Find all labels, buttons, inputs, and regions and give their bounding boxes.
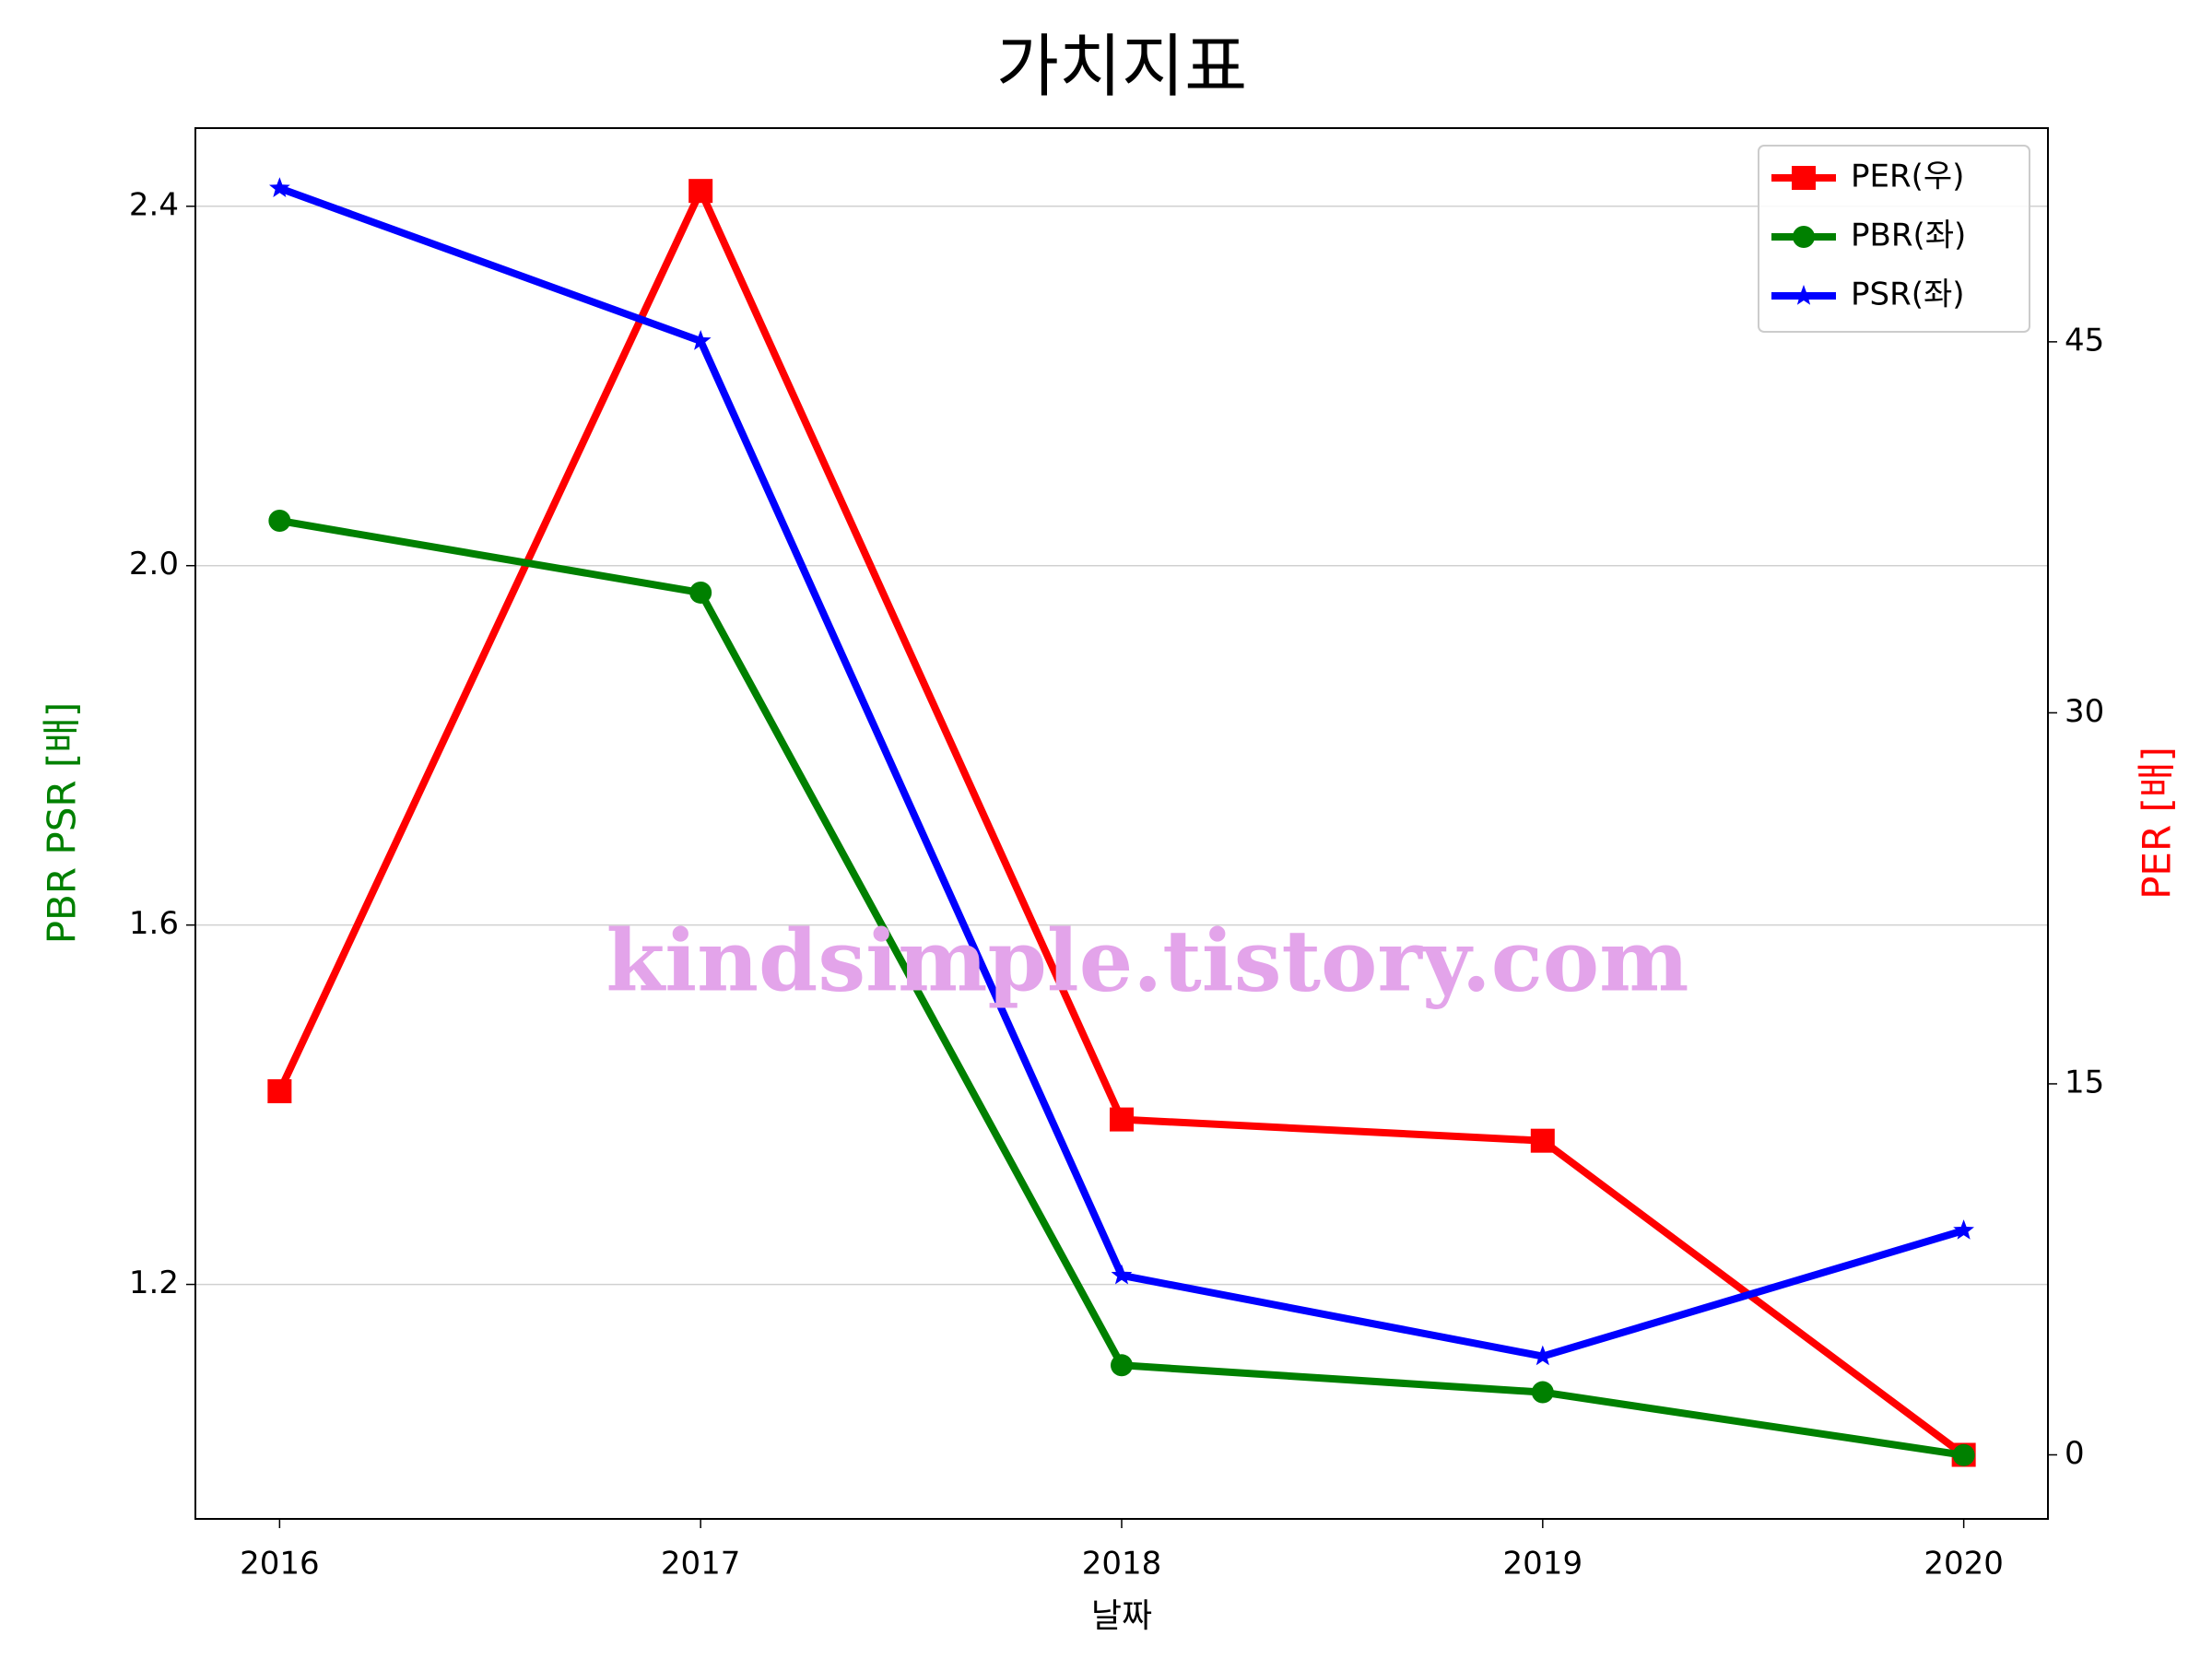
chart-title: 가치지표 [996,28,1247,107]
y2-axis-label: PER [배] [2135,747,2180,900]
legend-label: PER(우) [1851,159,1964,195]
y-axis-label: PBR PSR [배] [40,702,85,945]
y-tick-label: 2.0 [129,546,179,582]
marker [1953,1219,1974,1240]
legend-label: PBR(좌) [1851,218,1966,254]
x-tick-label: 2020 [1924,1546,2004,1583]
marker [1111,1264,1133,1285]
marker [688,179,713,204]
marker [1793,226,1815,248]
marker [267,1079,292,1104]
y2-tick-label: 30 [2065,693,2104,730]
marker [689,581,712,604]
x-tick-label: 2016 [240,1546,320,1583]
marker [689,330,712,350]
marker [1530,1128,1555,1153]
watermark: kindsimple.tistory.com [606,912,1688,1011]
y-tick-label: 1.2 [129,1265,179,1301]
marker [1952,1443,1975,1466]
marker [1531,1381,1554,1404]
legend-box [1758,145,2030,333]
marker [1111,1354,1133,1377]
marker [1792,166,1816,190]
x-tick-label: 2019 [1503,1546,1583,1583]
x-tick-label: 2017 [661,1546,741,1583]
marker [269,177,290,197]
y2-tick-label: 0 [2065,1435,2085,1472]
legend-label: PSR(좌) [1851,276,1965,313]
plot-frame [194,127,2049,1520]
y-tick-label: 1.6 [129,905,179,942]
x-tick-label: 2018 [1082,1546,1162,1583]
x-axis-label: 날짜 [1091,1597,1152,1635]
y-tick-label: 2.4 [129,186,179,223]
marker [1793,285,1815,305]
y2-tick-label: 15 [2065,1064,2104,1100]
marker [268,509,291,532]
y2-tick-label: 45 [2065,322,2104,359]
marker [1532,1345,1554,1366]
marker [1110,1107,1134,1132]
